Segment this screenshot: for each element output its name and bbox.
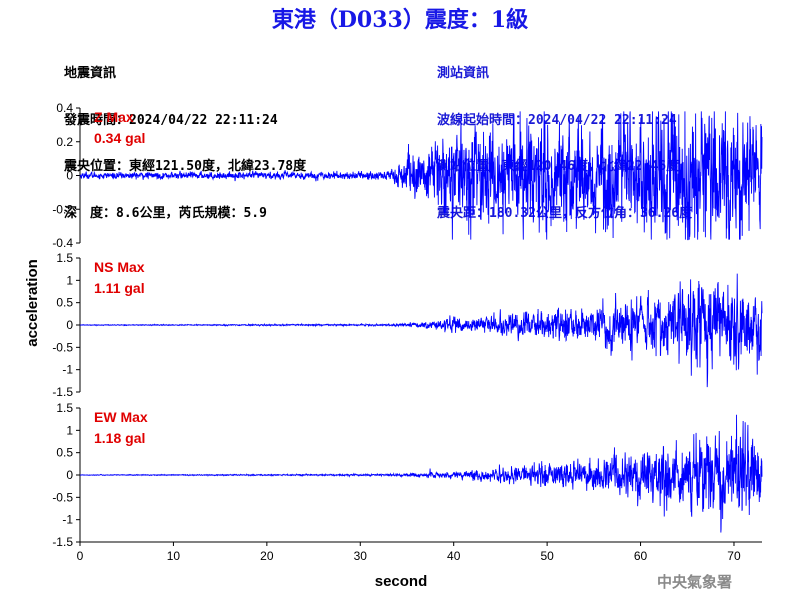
x-axis-label: second: [375, 573, 428, 590]
y-tick-label: -1: [62, 513, 73, 527]
trace-ew: [79, 414, 763, 533]
y-tick-label: 0.5: [56, 296, 73, 310]
agency-watermark: 中央氣象署: [657, 573, 733, 591]
y-tick-label: -1.5: [52, 535, 73, 549]
earthquake-info: 地震資訊 發震時間：2024/04/22 22:11:24 震央位置：東經121…: [64, 35, 306, 237]
panel-ns: -1.5 -1 -0.5 0 0.5 1 1.5 NS Max 1.11 gal: [52, 251, 763, 399]
station-info-heading: 測站資訊: [437, 66, 490, 81]
trace-z: [79, 111, 763, 241]
y-tick-label: 1: [66, 273, 73, 287]
y-tick-label: 0: [66, 169, 73, 183]
panel-max-value: 1.18 gal: [94, 430, 145, 446]
x-tick-label: 60: [634, 549, 648, 563]
origin-time: 發震時間：2024/04/22 22:11:24: [64, 112, 278, 128]
panel-max-label: EW Max: [94, 409, 148, 425]
panel-max-label: Z Max: [94, 109, 134, 125]
y-tick-label: -0.5: [52, 340, 73, 354]
trace-ns: [79, 273, 763, 388]
panel-max-label: NS Max: [94, 259, 145, 275]
x-tick-label: 50: [540, 549, 554, 563]
y-tick-label: 0: [66, 318, 73, 332]
y-tick-label: 1.5: [56, 401, 73, 415]
panel-max-value: 0.34 gal: [94, 130, 145, 146]
y-tick-label: 0.4: [56, 101, 73, 115]
x-tick-label: 30: [354, 549, 368, 563]
y-tick-label: -0.2: [52, 202, 73, 216]
panel-max-value: 1.11 gal: [94, 280, 145, 296]
y-tick-label: -1.5: [52, 385, 73, 399]
x-tick-label: 70: [727, 549, 741, 563]
x-tick-label: 0: [77, 549, 84, 563]
page-title: 東港（D033）震度：1級: [271, 7, 529, 33]
x-tick-label: 20: [260, 549, 274, 563]
epicenter-location: 震央位置：東經121.50度，北緯23.78度: [64, 159, 307, 174]
x-tick-label: 40: [447, 549, 461, 563]
epicentral-distance: 震央距：180.32公里，反方位角：36.26度: [437, 205, 693, 221]
y-tick-label: 1.5: [56, 251, 73, 265]
y-tick-label: -1: [62, 363, 73, 377]
y-tick-label: 1: [66, 423, 73, 437]
y-axis-label: acceleration: [24, 259, 41, 347]
x-tick-label: 10: [167, 549, 181, 563]
earthquake-info-heading: 地震資訊: [64, 66, 117, 81]
y-tick-label: 0.2: [56, 135, 73, 149]
depth-magnitude: 深 度：8.6公里，芮氏規模：5.9: [64, 205, 267, 221]
y-tick-label: 0: [66, 468, 73, 482]
y-tick-label: -0.5: [52, 490, 73, 504]
panel-z: -0.4 -0.2 0 0.2 0.4 Z Max 0.34 gal: [52, 101, 763, 250]
y-tick-label: 0.5: [56, 446, 73, 460]
y-tick-label: -0.4: [52, 236, 73, 250]
panel-ew: -1.5 -1 -0.5 0 0.5 1 1.5 EW Max 1.18 gal: [52, 401, 763, 549]
